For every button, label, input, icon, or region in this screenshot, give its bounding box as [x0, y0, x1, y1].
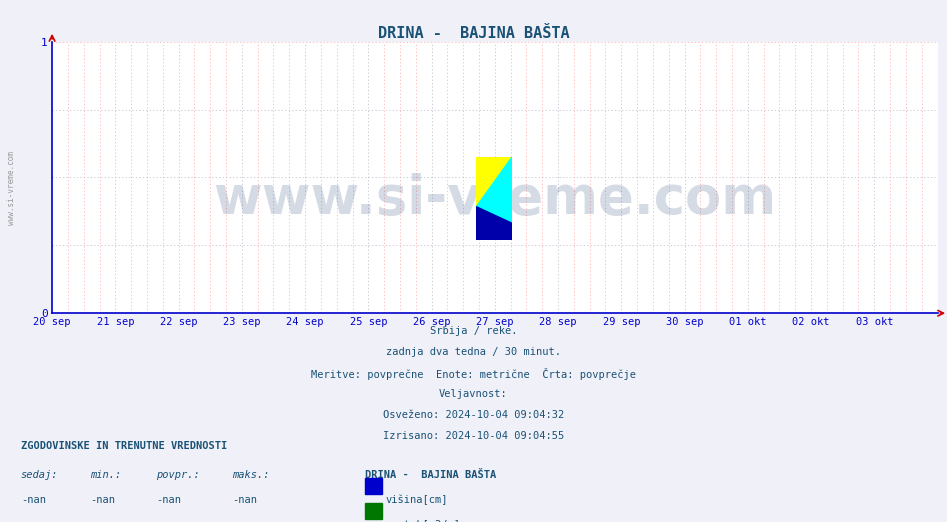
- Text: DRINA -  BAJINA BAŠTA: DRINA - BAJINA BAŠTA: [365, 470, 496, 480]
- Text: -nan: -nan: [232, 520, 257, 522]
- Text: DRINA -  BAJINA BAŠTA: DRINA - BAJINA BAŠTA: [378, 26, 569, 41]
- Text: povpr.:: povpr.:: [156, 470, 200, 480]
- Text: -nan: -nan: [156, 520, 181, 522]
- Text: sedaj:: sedaj:: [21, 470, 59, 480]
- Text: Veljavnost:: Veljavnost:: [439, 389, 508, 399]
- Text: Osveženo: 2024-10-04 09:04:32: Osveženo: 2024-10-04 09:04:32: [383, 410, 564, 420]
- Text: www.si-vreme.com: www.si-vreme.com: [213, 173, 777, 225]
- Text: Meritve: povprečne  Enote: metrične  Črta: povprečje: Meritve: povprečne Enote: metrične Črta:…: [311, 368, 636, 380]
- Text: www.si-vreme.com: www.si-vreme.com: [7, 151, 16, 225]
- Text: ZGODOVINSKE IN TRENUTNE VREDNOSTI: ZGODOVINSKE IN TRENUTNE VREDNOSTI: [21, 441, 227, 451]
- Text: višina[cm]: višina[cm]: [385, 495, 448, 505]
- Text: -nan: -nan: [232, 495, 257, 505]
- Text: Srbija / reke.: Srbija / reke.: [430, 326, 517, 336]
- Text: maks.:: maks.:: [232, 470, 270, 480]
- Polygon shape: [476, 157, 512, 223]
- Polygon shape: [476, 207, 512, 240]
- Text: Izrisano: 2024-10-04 09:04:55: Izrisano: 2024-10-04 09:04:55: [383, 431, 564, 441]
- Text: pretok[m3/s]: pretok[m3/s]: [385, 520, 460, 522]
- Text: -nan: -nan: [90, 495, 115, 505]
- Polygon shape: [476, 157, 512, 207]
- Text: -nan: -nan: [21, 520, 45, 522]
- Text: -nan: -nan: [156, 495, 181, 505]
- Text: zadnja dva tedna / 30 minut.: zadnja dva tedna / 30 minut.: [386, 347, 561, 357]
- Text: -nan: -nan: [21, 495, 45, 505]
- Text: min.:: min.:: [90, 470, 121, 480]
- Text: -nan: -nan: [90, 520, 115, 522]
